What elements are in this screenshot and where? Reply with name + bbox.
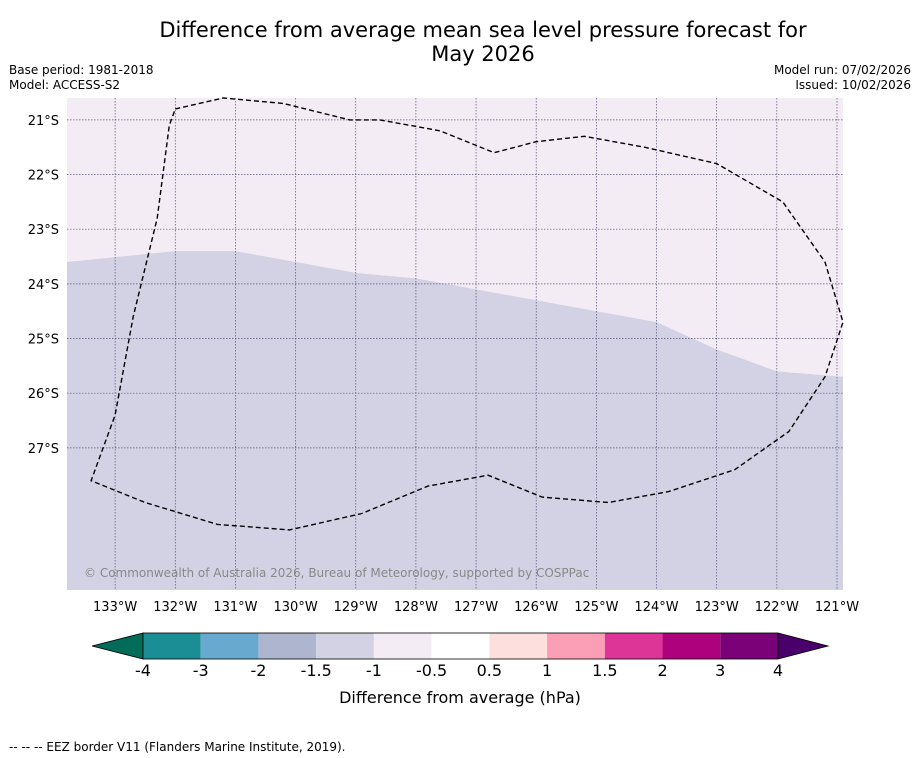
colorbar-segment [373, 633, 432, 659]
colorbar-label: Difference from average (hPa) [339, 688, 581, 707]
y-tick-label: 23°S [28, 223, 59, 238]
colorbar-tick-label: 4 [773, 661, 783, 680]
meta-left: Base period: 1981-2018 Model: ACCESS-S2 [9, 63, 154, 93]
colorbar-segment [258, 633, 317, 659]
eez-border [90, 97, 844, 531]
colorbar-segment [662, 633, 721, 659]
x-tick-label: 124°W [634, 600, 678, 615]
meta-right: Model run: 07/02/2026 Issued: 10/02/2026 [774, 63, 911, 93]
y-tick-label: 26°S [28, 387, 59, 402]
x-tick-label: 133°W [93, 600, 137, 615]
x-tick-label: 123°W [695, 600, 739, 615]
colorbar-tick-label: 1 [542, 661, 552, 680]
y-tick-label: 21°S [28, 114, 59, 129]
colorbar-segment [316, 633, 374, 659]
colorbar-segment [489, 633, 548, 659]
y-tick-label: 22°S [28, 169, 59, 184]
colorbar-segment [143, 633, 201, 659]
x-tick-label: 129°W [334, 600, 378, 615]
y-tick-label: 24°S [28, 278, 59, 293]
colorbar-frame [142, 632, 779, 660]
copyright-text: © Commonwealth of Australia 2026, Bureau… [84, 566, 589, 580]
y-tick-label: 27°S [28, 442, 59, 457]
colorbar-tick-label: -1.5 [301, 661, 332, 680]
title-line-1: Difference from average mean sea level p… [159, 18, 807, 42]
y-tick-label: 25°S [28, 333, 59, 348]
base-period: Base period: 1981-2018 [9, 63, 154, 77]
map-title: Difference from average mean sea level p… [0, 18, 919, 66]
x-tick-label: 125°W [574, 600, 618, 615]
eez-footer-note: -- -- -- EEZ border V11 (Flanders Marine… [9, 740, 346, 754]
colorbar-segment [431, 633, 490, 659]
colorbar-segment [200, 633, 259, 659]
colorbar-tick-label: -4 [135, 661, 151, 680]
x-tick-label: 127°W [454, 600, 498, 615]
x-tick-label: 126°W [514, 600, 558, 615]
colorbar-tick-label: 1.5 [592, 661, 617, 680]
model-name: Model: ACCESS-S2 [9, 78, 121, 92]
colorbar-tick-label: 0.5 [477, 661, 502, 680]
colorbar-tick-label: 2 [657, 661, 667, 680]
colorbar-segment [720, 633, 778, 659]
colorbar-tick-label: -3 [193, 661, 209, 680]
x-tick-label: 132°W [153, 600, 197, 615]
colorbar-tick-label: -1 [366, 661, 382, 680]
colorbar-tick-label: -2 [250, 661, 266, 680]
colorbar-over-arrow [777, 632, 830, 660]
colorbar-segment [604, 633, 663, 659]
colorbar-tick-label: -0.5 [416, 661, 447, 680]
x-tick-label: 130°W [274, 600, 318, 615]
colorbar-segment [547, 633, 605, 659]
x-tick-label: 131°W [213, 600, 257, 615]
colorbar-tick-label: 3 [715, 661, 725, 680]
x-tick-label: 121°W [815, 600, 859, 615]
x-tick-label: 128°W [394, 600, 438, 615]
title-line-2: May 2026 [431, 42, 535, 66]
colorbar-under-arrow [91, 632, 144, 660]
region-south [67, 251, 843, 591]
issued-date: Issued: 10/02/2026 [795, 78, 911, 92]
model-run: Model run: 07/02/2026 [773, 63, 911, 77]
x-tick-label: 122°W [755, 600, 799, 615]
